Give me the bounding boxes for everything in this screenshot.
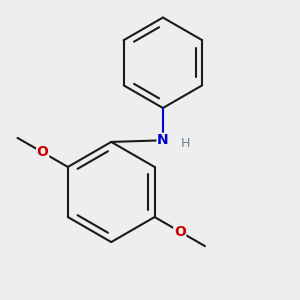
Text: O: O (174, 225, 186, 238)
Text: H: H (181, 137, 190, 150)
Text: N: N (157, 133, 169, 147)
Text: O: O (37, 146, 49, 159)
